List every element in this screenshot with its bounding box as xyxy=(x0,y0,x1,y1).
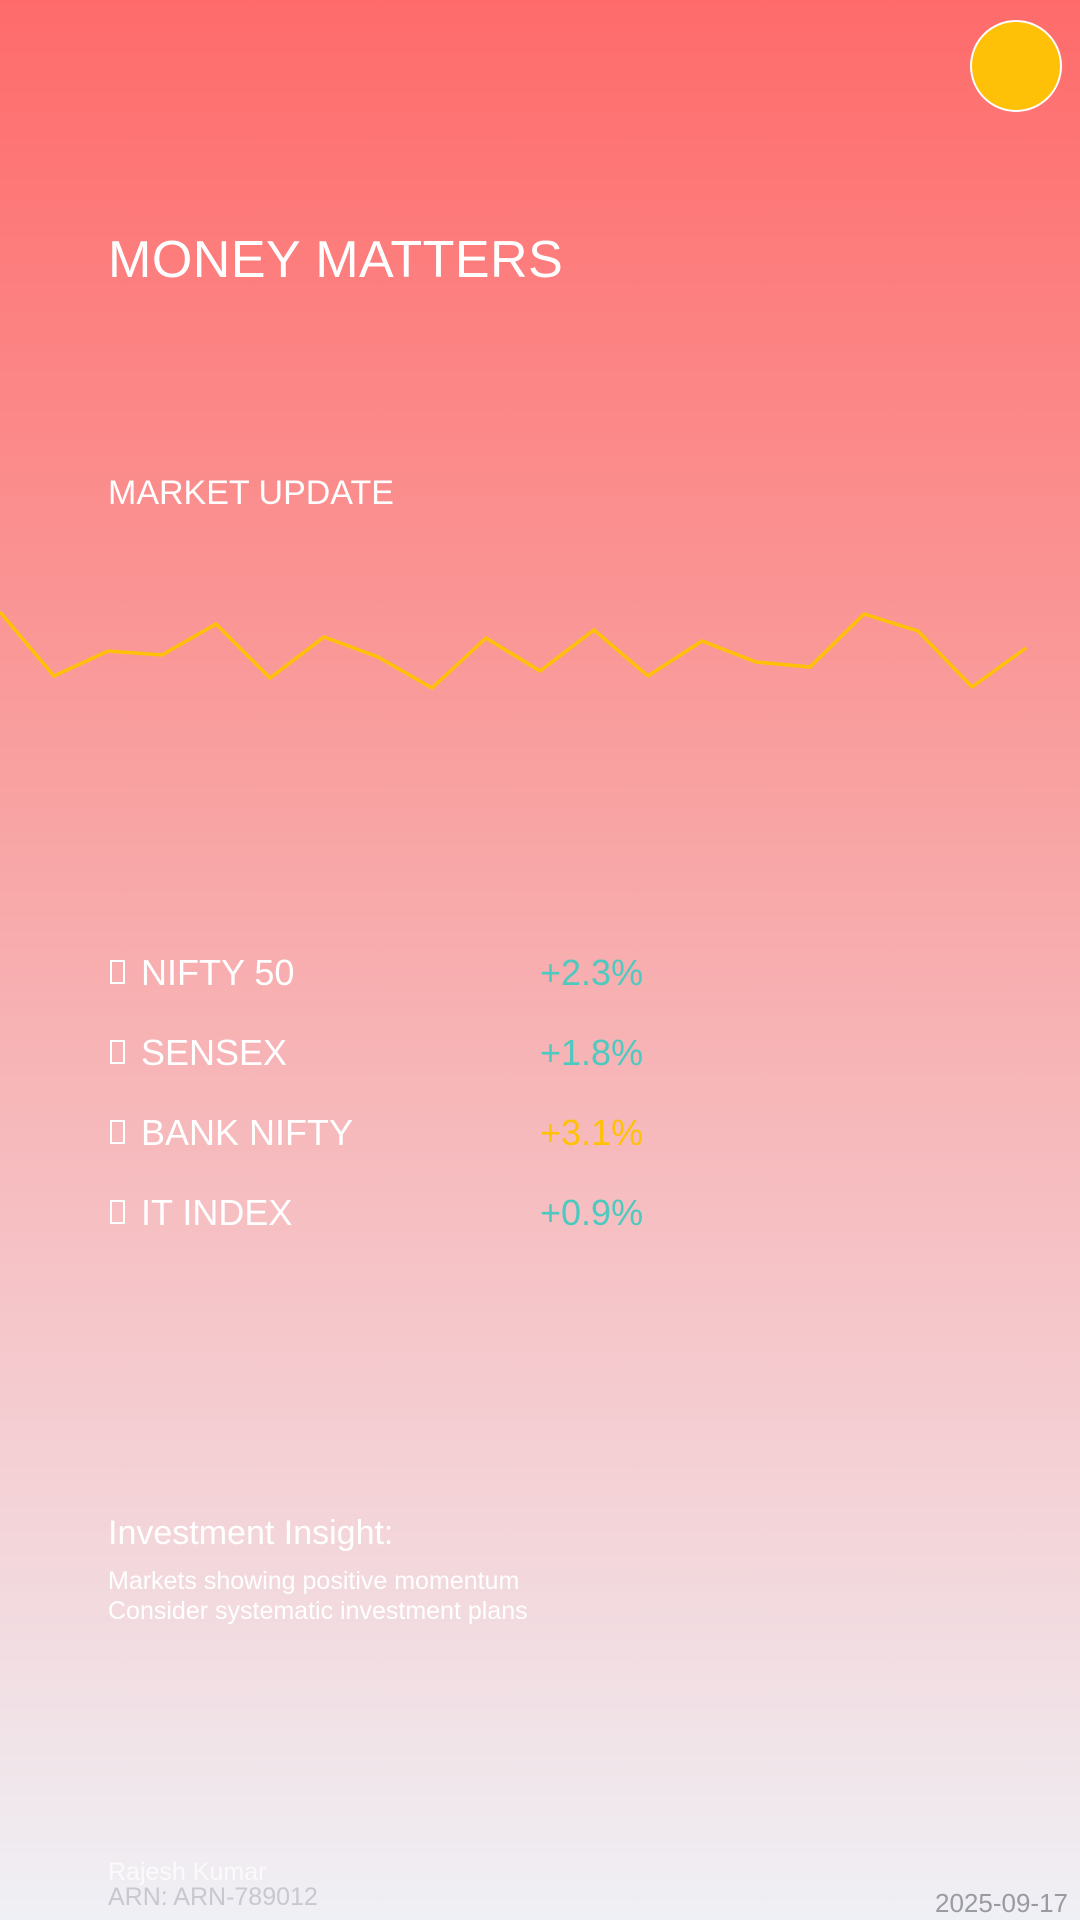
box-icon xyxy=(110,960,125,984)
index-list: NIFTY 50 +2.3% SENSEX +1.8% BANK NIFTY +… xyxy=(108,950,808,1270)
index-change: +3.1% xyxy=(540,1112,644,1153)
index-name: IT INDEX xyxy=(141,1192,293,1233)
index-row-nifty-50: NIFTY 50 +2.3% xyxy=(108,950,808,1030)
trend-line-chart xyxy=(0,610,1028,691)
index-name: NIFTY 50 xyxy=(141,952,295,993)
box-icon xyxy=(110,1040,125,1064)
index-change: +1.8% xyxy=(540,1032,644,1073)
index-row-it-index: IT INDEX +0.9% xyxy=(108,1190,808,1270)
insight-line: Consider systematic investment plans xyxy=(108,1597,528,1625)
advisor-name: Rajesh Kumar xyxy=(108,1858,267,1886)
index-change: +0.9% xyxy=(540,1192,644,1233)
insight-line: Markets showing positive momentum xyxy=(108,1567,520,1595)
box-icon xyxy=(110,1200,125,1224)
box-icon xyxy=(110,1120,125,1144)
index-row-bank-nifty: BANK NIFTY +3.1% xyxy=(108,1110,808,1190)
index-change: +2.3% xyxy=(540,952,644,993)
insight-title: Investment Insight: xyxy=(108,1514,394,1552)
advisor-arn: ARN: ARN-789012 xyxy=(108,1883,318,1911)
sun-icon xyxy=(970,20,1062,112)
section-subtitle: MARKET UPDATE xyxy=(108,474,394,512)
index-row-sensex: SENSEX +1.8% xyxy=(108,1030,808,1110)
index-name: BANK NIFTY xyxy=(141,1112,354,1153)
index-name: SENSEX xyxy=(141,1032,288,1073)
page-title: MONEY MATTERS xyxy=(108,231,564,289)
date-label: 2025-09-17 xyxy=(935,1888,1068,1918)
trend-line xyxy=(0,610,1028,691)
